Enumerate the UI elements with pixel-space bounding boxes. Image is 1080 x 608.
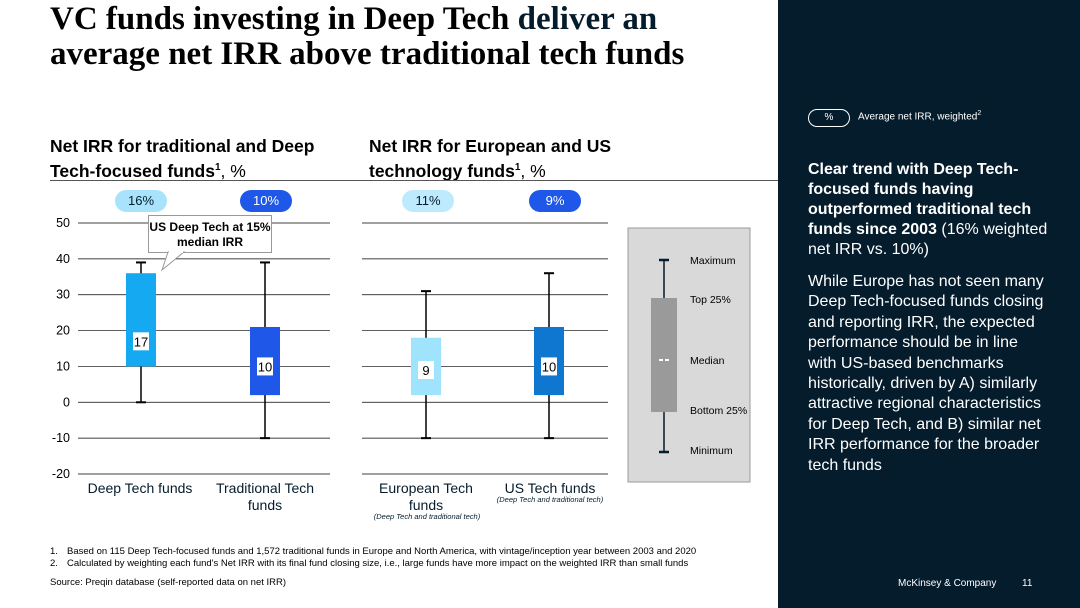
left-section-title: Net IRR for traditional and Deep Tech-fo…	[50, 136, 315, 181]
y-tick-label: -10	[52, 431, 70, 445]
side-panel	[778, 0, 1080, 608]
iqr-box	[126, 273, 156, 367]
badge-european: 11%	[402, 190, 454, 212]
page-number: 11	[1022, 578, 1033, 589]
legend-max-label: Maximum	[690, 255, 736, 267]
xlabel-deep-tech: Deep Tech funds	[87, 480, 193, 496]
right-section-title: Net IRR for European and US technology f…	[369, 136, 612, 181]
panel-heading: Clear trend with Deep Tech-focused funds…	[808, 161, 1048, 258]
legend-text: Average net IRR, weighted2	[858, 110, 982, 123]
source-note: Source: Preqin database (self-reported d…	[50, 577, 287, 588]
median-label-bg	[257, 357, 273, 376]
panel-body: While Europe has not seen many Deep Tech…	[808, 273, 1044, 474]
legend-bottom-label: Bottom 25%	[690, 405, 748, 417]
y-tick-label: 0	[63, 395, 70, 409]
page-title: VC funds investing in Deep Tech deliver …	[50, 1, 685, 72]
footnote-1: 1. Based on 115 Deep Tech-focused funds a…	[50, 546, 697, 557]
legend-pill: %	[808, 109, 850, 127]
brand-name: McKinsey & Company	[898, 578, 997, 589]
legend-key-background	[627, 227, 751, 483]
section-divider	[50, 180, 779, 181]
y-tick-label: 10	[56, 359, 70, 373]
legend-key-box	[651, 298, 677, 412]
xlabel-traditional: Traditional Tech funds	[215, 480, 315, 513]
xsub-european: (Deep Tech and traditional tech)	[373, 512, 481, 521]
median-label-bg	[418, 361, 434, 380]
footnote-2: 2. Calculated by weighting each fund's Ne…	[50, 558, 689, 569]
y-tick-label: 20	[56, 324, 70, 338]
legend-top-label: Top 25%	[690, 294, 731, 306]
xlabel-us: US Tech funds	[504, 480, 596, 496]
median-label: 9	[422, 363, 429, 378]
legend-min-label: Minimum	[690, 445, 733, 457]
median-label: 17	[134, 334, 148, 349]
median-label-bg	[541, 357, 557, 376]
badge-deep-tech: 16%	[115, 190, 167, 212]
y-tick-label: 40	[56, 252, 70, 266]
y-tick-label: 50	[56, 216, 70, 230]
legend-median-label: Median	[690, 355, 725, 367]
y-tick-label: 30	[56, 288, 70, 302]
median-label-bg	[133, 332, 149, 351]
xlabel-european: European Tech funds	[379, 480, 473, 513]
badge-traditional: 10%	[240, 190, 292, 212]
callout-box: US Deep Tech at 15% median IRR	[148, 215, 272, 253]
median-label: 10	[258, 359, 272, 374]
xsub-us: (Deep Tech and traditional tech)	[496, 495, 604, 504]
badge-us: 9%	[529, 190, 581, 212]
y-tick-label: -20	[52, 467, 70, 481]
median-label: 10	[542, 359, 556, 374]
